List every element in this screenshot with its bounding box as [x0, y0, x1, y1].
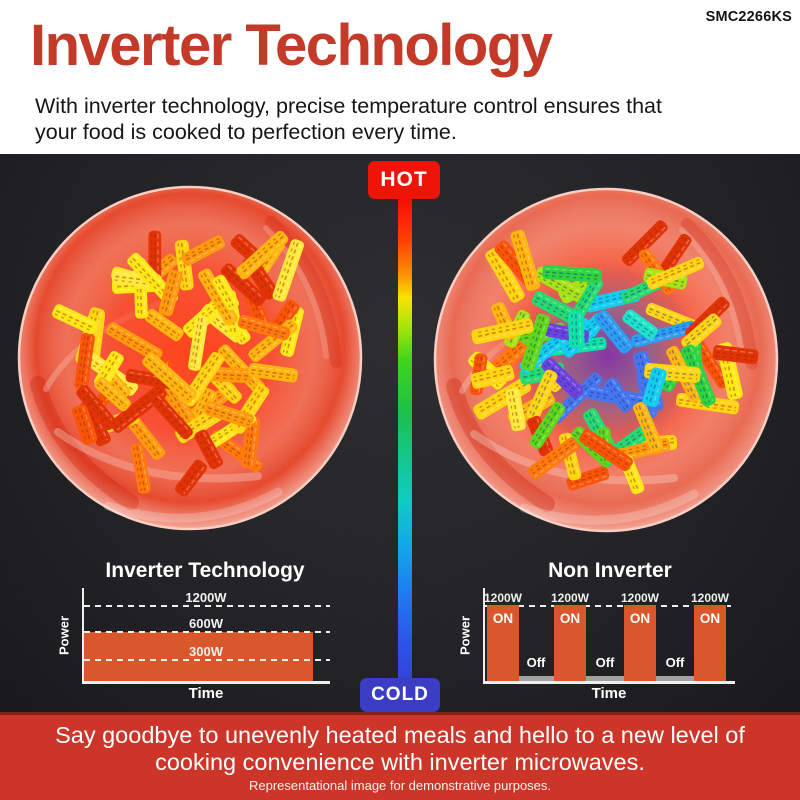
footer-message: Say goodbye to unevenly heated meals and…	[0, 722, 800, 776]
footer-message-line-1: Say goodbye to unevenly heated meals and…	[55, 722, 745, 748]
footer-banner: Say goodbye to unevenly heated meals and…	[0, 712, 800, 800]
non-inverter-on-bar: ON	[694, 605, 726, 681]
inverter-x-axis-label: Time	[188, 685, 224, 702]
inverter-600w-gridline	[84, 631, 330, 633]
non-inverter-x-axis-label: Time	[591, 685, 627, 702]
thermal-plate-non-inverter-uneven-heat	[432, 186, 780, 534]
non-inverter-off-label: Off	[595, 655, 615, 670]
non-inverter-x-axis	[483, 681, 735, 684]
thermal-plate-inverter-even-heat	[16, 184, 364, 532]
thermal-comparison-section: HOT COLD Inverter Technology Power 1200W…	[0, 154, 800, 712]
non-inverter-off-label: Off	[665, 655, 685, 670]
inverter-1200w-label: 1200W	[185, 590, 227, 605]
non-inverter-on-bar: ON	[624, 605, 656, 681]
hot-cold-temperature-gradient-bar	[398, 196, 412, 680]
on-label: ON	[559, 611, 581, 626]
on-label: ON	[699, 611, 721, 626]
non-inverter-power-chart: Power 1200W 1200W 1200W 1200W ON ON ON O…	[458, 588, 735, 702]
non-inverter-chart-title: Non Inverter	[548, 559, 672, 582]
hot-badge: HOT	[368, 161, 440, 199]
non-inverter-bar2-power-label: 1200W	[550, 591, 590, 605]
non-inverter-y-axis-label: Power	[457, 616, 473, 656]
inverter-300w-label: 300W	[189, 644, 223, 659]
non-inverter-bar3-power-label: 1200W	[620, 591, 660, 605]
non-inverter-off-label: Off	[526, 655, 546, 670]
inverter-chart-title: Inverter Technology	[105, 559, 305, 582]
inverter-300w-gridline	[84, 659, 330, 661]
on-label: ON	[492, 611, 514, 626]
non-inverter-y-axis	[483, 588, 485, 684]
inverter-600w-label: 600W	[189, 616, 223, 631]
inverter-power-chart: Power 1200W 600W 300W Time	[57, 588, 330, 702]
page-subtitle: With inverter technology, precise temper…	[35, 93, 662, 145]
non-inverter-bar4-power-label: 1200W	[690, 591, 730, 605]
page-title: Inverter Technology	[30, 13, 553, 78]
header-section: SMC2266KS Inverter Technology With inver…	[0, 0, 800, 154]
inverter-1200w-gridline	[84, 605, 330, 607]
on-label: ON	[629, 611, 651, 626]
subtitle-line-2: your food is cooked to perfection every …	[35, 120, 457, 144]
inverter-y-axis-label: Power	[56, 616, 72, 656]
non-inverter-on-bar: ON	[554, 605, 586, 681]
model-number: SMC2266KS	[705, 9, 792, 25]
cold-badge: COLD	[360, 678, 440, 712]
inverter-x-axis	[82, 681, 330, 684]
footer-disclaimer: Representational image for demonstrative…	[248, 778, 552, 793]
non-inverter-on-bar: ON	[487, 605, 519, 681]
footer-message-line-2: cooking convenience with inverter microw…	[155, 749, 645, 775]
subtitle-line-1: With inverter technology, precise temper…	[35, 94, 662, 118]
